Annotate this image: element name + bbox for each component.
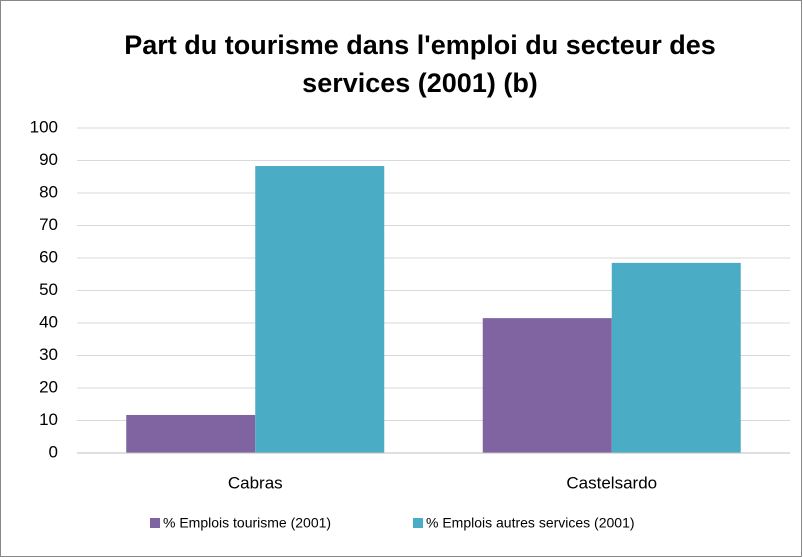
x-tick-label: Castelsardo xyxy=(566,473,657,492)
y-tick-label: 90 xyxy=(39,150,58,169)
bar xyxy=(126,414,256,453)
chart-title: Part du tourisme dans l'emploi du secteu… xyxy=(124,30,716,98)
legend-label: % Emplois tourisme (2001) xyxy=(163,515,331,531)
y-tick-label: 80 xyxy=(39,182,58,201)
y-tick-label: 70 xyxy=(39,215,58,234)
y-tick-label: 30 xyxy=(39,345,58,364)
legend-label: % Emplois autres services (2001) xyxy=(426,515,635,531)
y-tick-label: 40 xyxy=(39,312,58,331)
y-tick-label: 20 xyxy=(39,377,58,396)
y-tick-label: 10 xyxy=(39,410,58,429)
bar xyxy=(255,166,385,453)
legend-swatch xyxy=(150,518,160,528)
y-tick-label: 50 xyxy=(39,280,58,299)
y-tick-label: 0 xyxy=(49,442,58,461)
y-tick-label: 60 xyxy=(39,247,58,266)
bar xyxy=(611,262,741,453)
bar xyxy=(482,318,612,453)
y-tick-label: 100 xyxy=(30,117,58,136)
x-tick-label: Cabras xyxy=(228,473,283,492)
legend-swatch xyxy=(413,518,423,528)
